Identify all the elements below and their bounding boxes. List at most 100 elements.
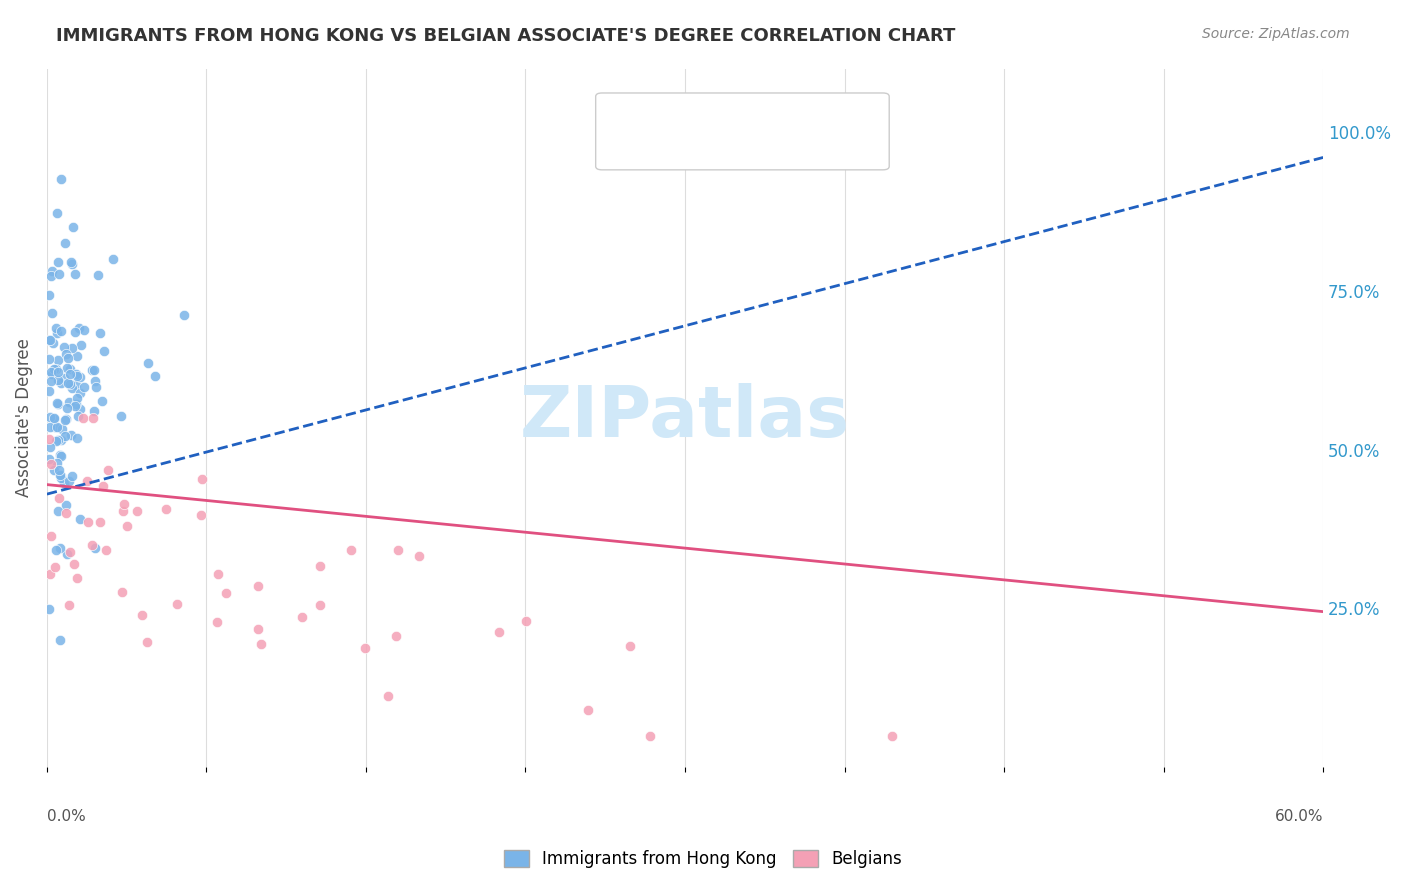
Point — [56, 548, 79, 562]
Point — [387, 542, 409, 557]
Point — [60, 257, 83, 271]
Point — [41, 367, 63, 381]
Point — [49, 448, 72, 462]
Point — [59, 545, 82, 559]
Point — [45, 321, 67, 335]
Point — [84, 380, 107, 394]
Point — [89, 326, 111, 340]
Point — [69, 369, 91, 384]
Point — [111, 585, 134, 599]
Point — [112, 503, 135, 517]
Point — [44, 361, 66, 376]
Point — [60, 255, 83, 269]
Point — [59, 377, 82, 392]
Text: IMMIGRANTS FROM HONG KONG VS BELGIAN ASSOCIATE'S DEGREE CORRELATION CHART: IMMIGRANTS FROM HONG KONG VS BELGIAN ASS… — [56, 27, 956, 45]
Point — [67, 409, 90, 424]
Text: ZIPatlas: ZIPatlas — [520, 384, 851, 452]
Point — [41, 529, 63, 543]
FancyBboxPatch shape — [596, 93, 889, 169]
Point — [46, 352, 69, 367]
Point — [308, 559, 330, 574]
Point — [39, 365, 62, 379]
Point — [66, 368, 89, 383]
Point — [45, 206, 67, 220]
Point — [385, 629, 408, 643]
Point — [55, 506, 77, 520]
Point — [76, 474, 98, 488]
Point — [619, 639, 641, 653]
Point — [173, 308, 195, 322]
Point — [246, 579, 269, 593]
Point — [45, 361, 67, 376]
Point — [93, 343, 115, 358]
Point — [80, 363, 103, 377]
Point — [340, 542, 363, 557]
Point — [38, 432, 60, 446]
Point — [89, 515, 111, 529]
Point — [65, 378, 87, 392]
Point — [60, 341, 83, 355]
Point — [72, 380, 94, 394]
Point — [48, 491, 70, 506]
Point — [576, 702, 599, 716]
Point — [48, 267, 70, 281]
Point — [38, 351, 60, 366]
Point — [39, 420, 62, 434]
Point — [65, 367, 87, 381]
Point — [143, 368, 166, 383]
Point — [308, 598, 330, 612]
Point — [638, 729, 661, 743]
Point — [46, 504, 69, 518]
Point — [58, 395, 80, 409]
Point — [48, 463, 70, 477]
Point — [207, 566, 229, 581]
Point — [136, 356, 159, 370]
Point — [515, 614, 537, 628]
Point — [72, 410, 94, 425]
Point — [44, 559, 66, 574]
Point — [91, 479, 114, 493]
Point — [408, 549, 430, 563]
Point — [83, 363, 105, 377]
Point — [44, 420, 66, 434]
Point — [66, 431, 89, 445]
Point — [45, 396, 67, 410]
Point — [84, 541, 107, 555]
Point — [53, 429, 76, 443]
Point — [49, 467, 72, 482]
Point — [42, 463, 65, 477]
Point — [155, 501, 177, 516]
Point — [215, 586, 238, 600]
Point — [377, 690, 399, 704]
Point — [65, 397, 87, 411]
Point — [48, 254, 70, 268]
Point — [58, 474, 80, 488]
Point — [59, 367, 82, 381]
Point — [53, 413, 76, 427]
Point — [91, 393, 114, 408]
Point — [125, 504, 148, 518]
Point — [39, 410, 62, 425]
Point — [53, 476, 76, 491]
Point — [53, 235, 76, 250]
Point — [42, 411, 65, 425]
Point — [42, 336, 65, 351]
Text: 60.0%: 60.0% — [1275, 809, 1323, 824]
Point — [38, 452, 60, 467]
Point — [38, 566, 60, 581]
Point — [354, 640, 377, 655]
Point — [55, 498, 77, 512]
Point — [39, 268, 62, 283]
Point — [39, 374, 62, 388]
Point — [115, 519, 138, 533]
Point — [46, 433, 69, 447]
Point — [101, 252, 124, 266]
Point — [56, 351, 79, 365]
Point — [39, 440, 62, 454]
Point — [112, 497, 135, 511]
Point — [49, 376, 72, 390]
Point — [67, 320, 90, 334]
Point — [52, 339, 75, 353]
Point — [41, 264, 63, 278]
Legend: R =  0.221   N = 112, R = -0.417   N = 52: R = 0.221 N = 112, R = -0.417 N = 52 — [627, 95, 858, 157]
